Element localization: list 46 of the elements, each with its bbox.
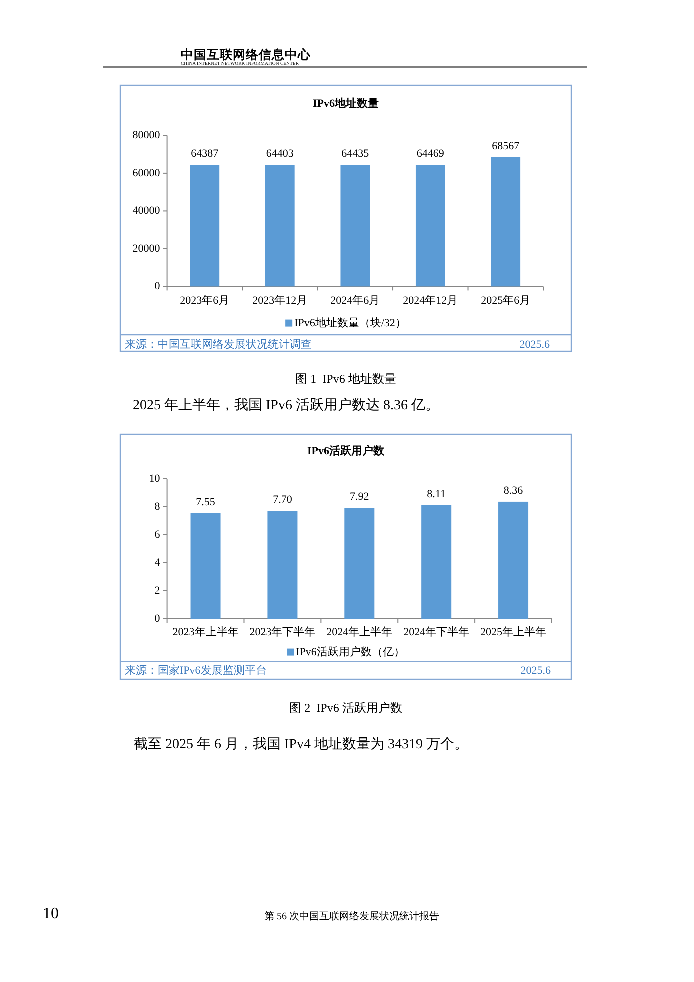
data-label: 7.70 (273, 494, 293, 506)
y-tick-label: 8 (154, 501, 161, 513)
y-tick-label: 40000 (132, 205, 161, 218)
chart-title: IPv6地址数量 (313, 97, 379, 110)
legend-label: IPv6活跃用户数（亿） (296, 645, 405, 658)
y-tick-label: 10 (149, 473, 161, 485)
y-tick-label: 0 (154, 280, 161, 293)
y-tick-label: 60000 (132, 167, 161, 180)
x-tick-label: 2024年上半年 (326, 626, 393, 639)
data-label: 64469 (416, 148, 445, 160)
x-tick-label: 2023年下半年 (250, 626, 316, 639)
caption: 图 1 IPv6 地址数量 (296, 372, 396, 386)
data-label: 7.92 (350, 491, 370, 504)
data-label: 64387 (191, 148, 220, 160)
data-label: 64435 (342, 148, 370, 160)
text: 2025.6 (520, 339, 550, 351)
source-note: 来源：国家IPv6发展监测平台 (125, 664, 267, 677)
data-label: 8.11 (427, 488, 446, 500)
y-tick-label: 6 (154, 529, 161, 541)
text: 2025.6 (520, 665, 552, 677)
x-tick-label: 2023年12月 (252, 295, 308, 307)
text: 第 56 次中国互联网络发展状况统计报告 (264, 910, 440, 922)
x-tick-label: 2024年12月 (403, 295, 458, 307)
source-note: 来源：中国互联网络发展状况统计调查 (125, 338, 312, 351)
x-tick-label: 2025年6月 (481, 295, 531, 307)
y-tick-label: 2 (154, 585, 160, 597)
x-tick-label: 2024年6月 (330, 295, 380, 307)
y-tick-label: 0 (154, 613, 161, 625)
chart-title: IPv6活跃用户数 (308, 444, 386, 458)
data-label: 7.55 (196, 496, 216, 508)
x-tick-label: 2023年上半年 (172, 626, 239, 639)
text: 10 (43, 906, 59, 922)
data-label: 64403 (266, 148, 294, 160)
x-tick-label: 2023年6月 (180, 295, 230, 307)
text: 截至 2025 年 6 月，我国 IPv4 地址数量为 34319 万个。 (134, 736, 468, 752)
text: 中国互联网络信息中心 (181, 47, 312, 62)
x-tick-label: 2024年下半年 (404, 626, 470, 639)
y-tick-label: 80000 (132, 130, 161, 142)
caption: 图 2 IPv6 活跃用户数 (290, 701, 402, 715)
data-label: 68567 (492, 140, 520, 152)
legend-label: IPv6地址数量（块/32） (294, 316, 406, 330)
y-tick-label: 20000 (132, 242, 161, 255)
x-tick-label: 2025年上半年 (480, 626, 547, 639)
data-label: 8.36 (504, 484, 524, 497)
text: 2025 年上半年，我国 IPv6 活跃用户数达 8.36 亿。 (133, 398, 440, 414)
y-tick-label: 4 (154, 557, 161, 569)
